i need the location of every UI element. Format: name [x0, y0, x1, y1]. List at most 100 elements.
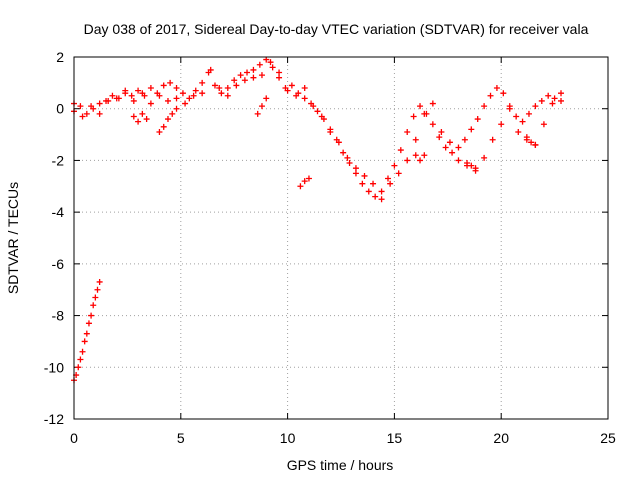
data-point: [372, 193, 379, 200]
data-point: [412, 136, 419, 143]
data-point: [538, 97, 545, 104]
x-tick-label: 15: [387, 430, 403, 446]
data-point: [532, 103, 539, 110]
data-point: [96, 100, 103, 107]
data-point: [237, 72, 244, 79]
data-point: [525, 110, 532, 117]
data-point: [276, 74, 283, 81]
data-series: [130, 95, 539, 190]
data-point: [464, 160, 471, 167]
data-point: [412, 152, 419, 159]
data-point: [250, 66, 257, 73]
data-point: [79, 113, 86, 120]
data-point: [105, 97, 112, 104]
data-point: [156, 92, 163, 99]
y-tick-label: -2: [52, 152, 65, 168]
data-point: [218, 90, 225, 97]
plot-frame: [73, 56, 609, 420]
data-point: [384, 175, 391, 182]
x-tick-label: 10: [280, 430, 296, 446]
y-tick-label: -10: [44, 359, 64, 375]
data-point: [135, 118, 142, 125]
data-point: [391, 162, 398, 169]
data-point: [250, 74, 257, 81]
data-point: [378, 188, 385, 195]
data-point: [449, 149, 456, 156]
data-point: [421, 152, 428, 159]
data-point: [85, 320, 92, 327]
data-point: [167, 79, 174, 86]
data-point: [387, 180, 394, 187]
data-point: [532, 141, 539, 148]
data-point: [83, 330, 90, 337]
data-series: [71, 278, 103, 384]
data-point: [438, 128, 445, 135]
data-point: [455, 157, 462, 164]
data-point: [468, 126, 475, 133]
data-point: [263, 95, 270, 102]
data-point: [314, 108, 321, 115]
y-tick-label: -6: [52, 256, 65, 272]
data-points-layer: [71, 56, 565, 384]
data-point: [472, 167, 479, 174]
data-point: [549, 100, 556, 107]
data-point: [481, 154, 488, 161]
data-point: [318, 113, 325, 120]
data-point: [305, 175, 312, 182]
data-point: [276, 69, 283, 76]
data-series: [71, 59, 565, 203]
data-point: [164, 97, 171, 104]
data-point: [88, 312, 95, 319]
data-point: [487, 92, 494, 99]
data-point: [263, 56, 270, 63]
y-tick-label: -12: [44, 411, 64, 427]
data-point: [267, 59, 274, 66]
data-point: [558, 97, 565, 104]
data-point: [493, 85, 500, 92]
data-point: [109, 92, 116, 99]
data-point: [94, 286, 101, 293]
data-point: [199, 79, 206, 86]
data-point: [370, 180, 377, 187]
data-point: [233, 82, 240, 89]
data-point: [122, 87, 129, 94]
data-point: [139, 90, 146, 97]
chart-title: Day 038 of 2017, Sidereal Day-to-day VTE…: [84, 21, 589, 37]
data-point: [468, 162, 475, 169]
data-point: [179, 90, 186, 97]
data-series: [71, 56, 565, 200]
data-point: [83, 110, 90, 117]
data-point: [173, 85, 180, 92]
data-point: [192, 87, 199, 94]
data-point: [545, 92, 552, 99]
data-point: [513, 113, 520, 120]
data-point: [130, 113, 137, 120]
data-point: [75, 364, 82, 371]
data-point: [96, 278, 103, 285]
data-point: [417, 103, 424, 110]
data-point: [352, 165, 359, 172]
data-point: [88, 103, 95, 110]
data-point: [147, 85, 154, 92]
y-tick-label: 2: [56, 49, 64, 65]
data-point: [256, 61, 263, 68]
data-point: [410, 113, 417, 120]
data-point: [551, 95, 558, 102]
data-point: [284, 87, 291, 94]
data-point: [135, 87, 142, 94]
x-tick-label: 25: [600, 430, 616, 446]
data-point: [224, 85, 231, 92]
data-point: [395, 170, 402, 177]
data-point: [169, 110, 176, 117]
data-point: [461, 136, 468, 143]
data-point: [429, 121, 436, 128]
data-point: [404, 128, 411, 135]
data-point: [207, 66, 214, 73]
data-point: [258, 103, 265, 110]
data-point: [143, 116, 150, 123]
data-point: [301, 178, 308, 185]
data-point: [173, 95, 180, 102]
data-point: [361, 172, 368, 179]
y-tick-label: -8: [52, 308, 65, 324]
